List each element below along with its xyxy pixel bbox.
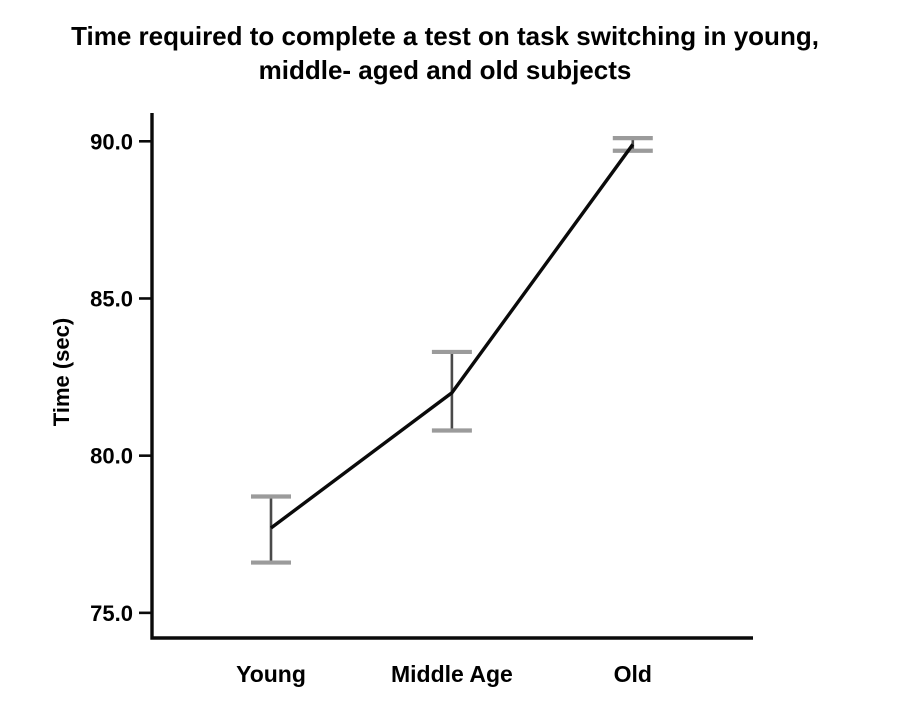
chart-title-line-1: Time required to complete a test on task… <box>71 21 819 51</box>
y-axis-tick-label: 85.0 <box>90 286 133 311</box>
axis-frame <box>150 113 753 640</box>
y-axis-tick-label: 90.0 <box>90 129 133 154</box>
data-line <box>269 143 635 530</box>
chart-title: Time required to complete a test on task… <box>0 19 890 87</box>
y-axis-tick-label: 80.0 <box>90 444 133 469</box>
y-axis-tick-label: 75.0 <box>90 601 133 626</box>
x-category-label: Middle Age <box>391 661 513 687</box>
chart-title-line-2: middle- aged and old subjects <box>258 55 632 85</box>
x-category-label: Old <box>614 661 652 687</box>
x-category-label: Young <box>236 661 306 687</box>
